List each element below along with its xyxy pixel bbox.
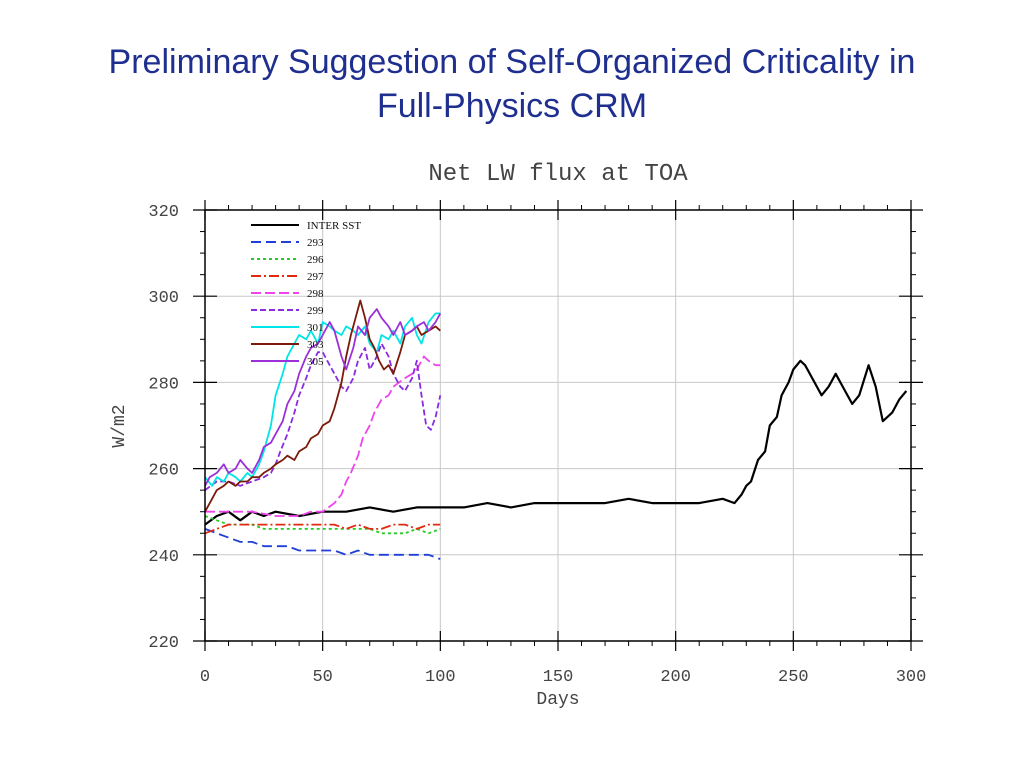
x-tick-label: 50 — [312, 668, 332, 687]
x-tick-label: 150 — [543, 668, 574, 687]
series-line-297 — [204, 523, 441, 535]
axis-ticks: 0 50 100 150 200 250 300 220 240 260 280 300 320 — [148, 200, 926, 687]
legend-label: 303 — [307, 339, 324, 351]
series-line-296 — [204, 515, 441, 535]
y-tick-label: 320 — [148, 203, 179, 222]
y-tick-label: 280 — [148, 375, 179, 394]
y-axis-label: W/m2 — [110, 404, 130, 447]
x-tick-label: 200 — [660, 668, 691, 687]
x-tick-label: 250 — [778, 668, 809, 687]
legend-label: 301 — [307, 322, 324, 334]
legend-label: 296 — [307, 254, 324, 266]
slide-title-line-2: Full-Physics CRM — [376, 87, 648, 125]
series-line-305 — [204, 308, 442, 487]
legend-label: INTER SST — [307, 220, 361, 232]
series-line-inter-sst — [204, 359, 908, 526]
y-tick-label: 260 — [148, 462, 179, 481]
chart-title: Net LW flux at TOA — [428, 161, 688, 188]
series-line-299 — [204, 342, 442, 491]
x-axis-label: Days — [536, 690, 579, 710]
series-line-298 — [205, 355, 441, 517]
x-tick-label: 0 — [200, 668, 210, 687]
series-line-303 — [204, 299, 441, 513]
y-tick-label: 300 — [148, 289, 179, 308]
legend-label: 297 — [307, 271, 324, 283]
series-lines — [204, 299, 908, 560]
series-line-301 — [204, 312, 441, 487]
x-tick-label: 100 — [425, 668, 456, 687]
legend-label: 305 — [307, 356, 324, 368]
y-tick-label: 220 — [148, 634, 179, 653]
series-line-293 — [204, 528, 441, 560]
legend: INTER SST 293 296 297 298 299 301 303 305 — [251, 220, 361, 368]
y-tick-label: 240 — [148, 548, 179, 567]
slide-title-line-1: Preliminary Suggestion of Self-Organized… — [108, 43, 916, 81]
grid-lines — [205, 210, 911, 641]
slide-title: Preliminary Suggestion of Self-Organized… — [40, 40, 984, 128]
legend-label: 293 — [307, 237, 324, 249]
legend-label: 298 — [307, 288, 324, 300]
legend-label: 299 — [307, 305, 324, 317]
x-tick-label: 300 — [896, 668, 927, 687]
